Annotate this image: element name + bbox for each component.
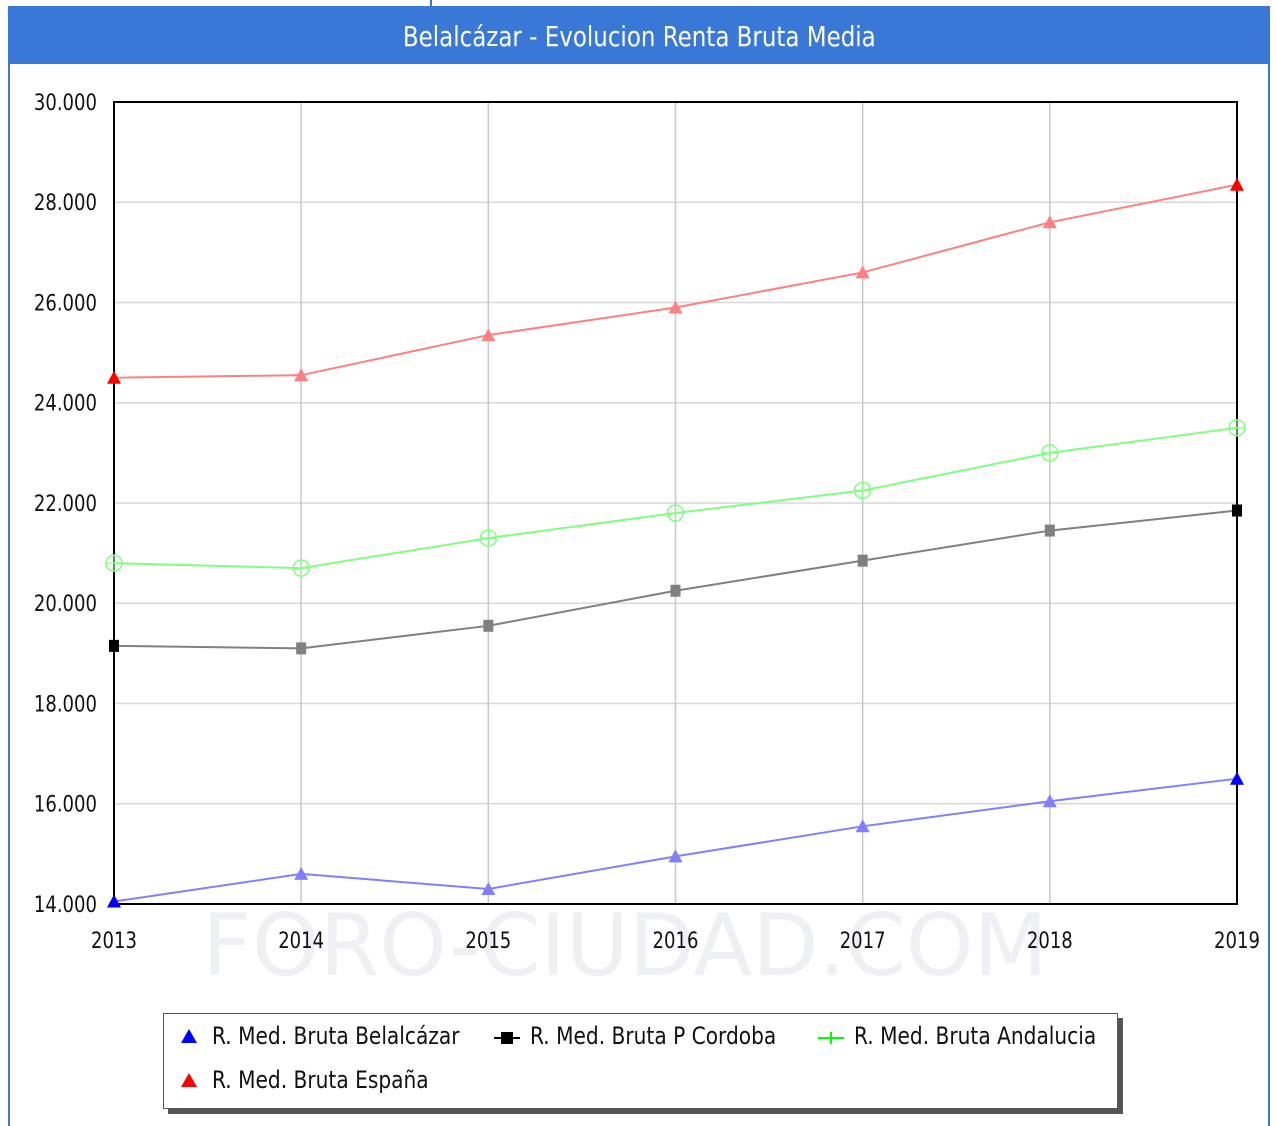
data-point-triangle — [1230, 771, 1244, 785]
data-point-triangle — [855, 819, 870, 833]
data-point-square — [483, 619, 494, 632]
y-tick-label: 24.000 — [34, 390, 97, 416]
legend-label: R. Med. Bruta Andalucia — [854, 1022, 1097, 1050]
data-point-triangle — [1042, 215, 1057, 229]
legend-label: R. Med. Bruta Belalcázar — [212, 1022, 460, 1050]
data-point-square — [109, 639, 119, 652]
data-point-triangle — [668, 849, 683, 863]
chart-title-bar: Belalcázar - Evolucion Renta Bruta Media — [8, 6, 1270, 64]
x-axis: 2013 2014 2015 2016 2017 2018 2019 — [91, 927, 1260, 953]
grid — [113, 101, 1238, 905]
watermark: FORO-CIUDAD.COM — [202, 896, 1047, 996]
legend-triangle-icon — [181, 1029, 197, 1043]
frame-notch — [430, 0, 432, 6]
data-point-square — [670, 584, 681, 597]
y-tick-label: 28.000 — [34, 189, 97, 215]
data-point-square — [1044, 524, 1055, 537]
data-point-triangle — [294, 866, 309, 880]
x-tick-label: 2013 — [91, 927, 137, 953]
plot-area — [113, 101, 1238, 905]
y-tick-label: 14.000 — [34, 891, 97, 917]
data-point-triangle — [107, 894, 121, 908]
data-point-square — [296, 642, 307, 655]
data-point-triangle — [855, 265, 870, 279]
y-tick-label: 16.000 — [34, 791, 97, 817]
x-tick-label: 2019 — [1214, 927, 1260, 953]
y-axis: 14.000 16.000 18.000 20.000 22.000 24.000 26.0… — [34, 89, 97, 917]
legend-plus-icon — [818, 1032, 844, 1044]
y-tick-label: 22.000 — [34, 490, 97, 516]
data-point-square — [1232, 504, 1242, 517]
y-tick-label: 20.000 — [34, 590, 97, 616]
data-point-triangle — [481, 881, 496, 895]
x-tick-label: 2016 — [653, 927, 699, 953]
data-point-square — [857, 554, 868, 567]
data-point-triangle — [294, 368, 309, 382]
legend-item-belalcazar: R. Med. Bruta Belalcázar — [172, 1022, 507, 1050]
data-point-triangle — [1230, 177, 1244, 191]
legend-label: R. Med. Bruta España — [212, 1066, 429, 1094]
legend-square-icon — [494, 1032, 520, 1044]
legend-label: R. Med. Bruta P Cordoba — [530, 1022, 777, 1050]
legend-item-cordoba: R. Med. Bruta P Cordoba — [490, 1022, 823, 1050]
y-tick-label: 30.000 — [34, 89, 97, 115]
data-point-triangle — [481, 328, 496, 342]
line-chart: FORO-CIUDAD.COM 14.000 16.000 18.000 20.000… — [34, 89, 1260, 996]
data-point-triangle — [668, 300, 683, 314]
series-markers — [105, 177, 1246, 908]
y-tick-label: 26.000 — [34, 290, 97, 316]
chart-title: Belalcázar - Evolucion Renta Bruta Media — [402, 20, 876, 53]
y-tick-label: 18.000 — [34, 691, 97, 717]
data-point-triangle — [1042, 794, 1057, 808]
legend: R. Med. Bruta Belalcázar R. Med. Bruta P… — [163, 1013, 1118, 1109]
x-tick-label: 2017 — [840, 927, 886, 953]
x-tick-label: 2014 — [278, 927, 324, 953]
x-tick-label: 2015 — [465, 927, 511, 953]
legend-item-andalucia: R. Med. Bruta Andalucia — [814, 1022, 1142, 1050]
x-tick-label: 2018 — [1027, 927, 1073, 953]
data-point-triangle — [107, 370, 121, 384]
legend-triangle-icon — [181, 1073, 197, 1087]
chart-frame — [8, 6, 1270, 1126]
legend-item-espana: R. Med. Bruta España — [172, 1066, 470, 1094]
